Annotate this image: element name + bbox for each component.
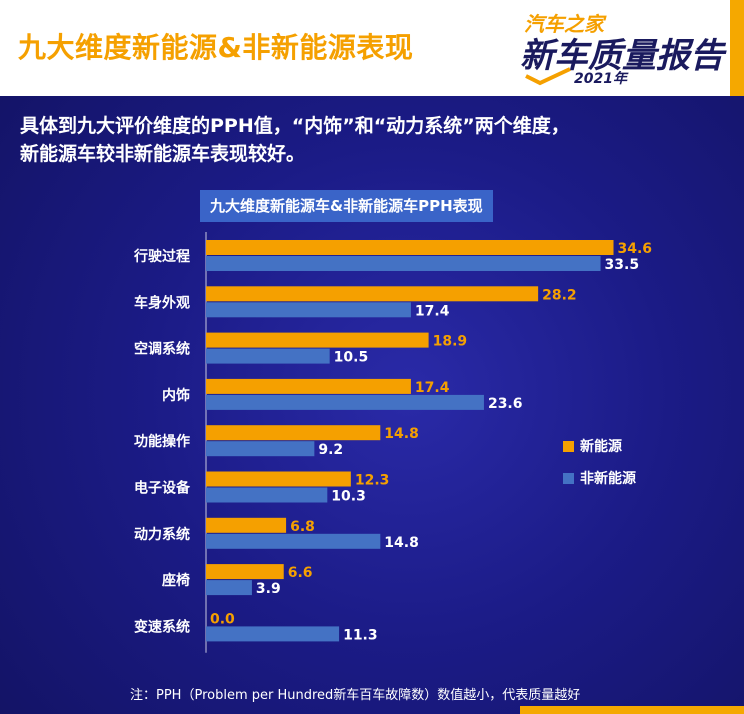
bar-non-new-energy <box>206 580 252 596</box>
category-label: 电子设备 <box>134 480 191 497</box>
bar-new-energy <box>206 517 287 533</box>
bar-non-new-energy <box>206 487 328 503</box>
bar-new-energy <box>206 564 284 580</box>
bar-chart: 行驶过程 34.633.5 车身外观 28.2 17.4 空调系统 18.9 10.5 内饰 17… <box>133 232 653 653</box>
category-label: 空调系统 <box>134 341 190 358</box>
data-label: 10.5 <box>334 350 369 366</box>
bar-non-new-energy <box>206 626 340 642</box>
category-label: 动力系统 <box>134 526 190 543</box>
logo-main-text: 新车质量报告 <box>520 36 724 76</box>
data-label: 3.9 <box>256 581 281 597</box>
bar-new-energy <box>206 425 381 441</box>
data-label: 18.9 <box>433 334 468 350</box>
bar-new-energy <box>206 240 614 255</box>
bar-new-energy <box>206 332 429 348</box>
bar-non-new-energy <box>206 256 601 271</box>
data-label: 11.3 <box>343 627 378 643</box>
bar-new-energy <box>206 286 539 302</box>
category-label: 功能操作 <box>134 433 190 450</box>
data-label: 14.8 <box>384 426 419 442</box>
category-label: 行驶过程 <box>133 248 190 265</box>
data-label: 12.3 <box>355 473 390 489</box>
legend-label: 新能源 <box>580 439 622 455</box>
bar-non-new-energy <box>206 533 381 549</box>
category-label: 座椅 <box>162 572 190 589</box>
logo-brand-text: 汽车之家 <box>524 12 604 36</box>
accent-strip <box>730 0 744 96</box>
category-label: 内饰 <box>162 387 190 404</box>
logo-year-text: 2021年 <box>574 71 627 87</box>
intro-line: 具体到九大评价维度的PPH值，“内饰”和“动力系统”两个维度， <box>20 115 570 137</box>
data-label: 28.2 <box>542 287 577 303</box>
header-band <box>0 0 744 96</box>
legend-swatch-new-energy <box>563 440 574 452</box>
bar-non-new-energy <box>206 394 484 410</box>
category-label: 车身外观 <box>134 294 190 311</box>
data-label: 17.4 <box>415 380 450 396</box>
bar-new-energy <box>206 471 351 487</box>
chart-legend: 新能源 非新能源 <box>563 430 636 494</box>
footnote: 注：PPH（Problem per Hundred新车百车故障数）数值越小，代表… <box>130 688 581 703</box>
legend-item-non-new-energy: 非新能源 <box>563 462 636 494</box>
data-label: 33.5 <box>605 257 640 273</box>
data-label: 14.8 <box>384 535 419 551</box>
chart-title: 九大维度新能源车&非新能源车PPH表现 <box>200 190 493 222</box>
intro-line: 新能源车较非新能源车表现较好。 <box>20 143 306 165</box>
page-title: 九大维度新能源&非新能源表现 <box>18 31 414 64</box>
checkmark-icon <box>525 67 571 86</box>
legend-label: 非新能源 <box>580 471 636 487</box>
data-label: 10.3 <box>331 489 366 505</box>
data-label: 0.0 <box>210 611 235 627</box>
data-label: 34.6 <box>618 241 653 257</box>
category-label: 变速系统 <box>134 618 190 635</box>
report-logo: 汽车之家 新车质量报告 2021年 <box>516 8 724 87</box>
data-label: 6.6 <box>288 565 313 581</box>
bar-new-energy <box>206 378 411 394</box>
legend-swatch-non-new-energy <box>563 472 574 484</box>
bar-non-new-energy <box>206 302 411 318</box>
legend-item-new-energy: 新能源 <box>563 430 636 462</box>
bottom-accent-strip <box>520 706 744 714</box>
data-label: 6.8 <box>290 519 315 535</box>
bar-non-new-energy <box>206 441 315 457</box>
data-label: 17.4 <box>415 303 450 319</box>
data-label: 9.2 <box>318 442 343 458</box>
intro-text: 具体到九大评价维度的PPH值，“内饰”和“动力系统”两个维度， 新能源车较非新能… <box>20 112 720 168</box>
data-label: 23.6 <box>488 396 523 412</box>
bar-non-new-energy <box>206 348 330 364</box>
